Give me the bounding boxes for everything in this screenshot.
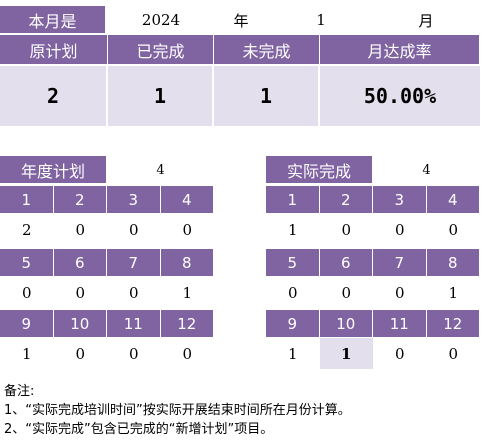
annual-month-value[interactable]: 0 bbox=[75, 220, 86, 239]
annual-month-header: 11 bbox=[107, 310, 161, 338]
actual-month-header: 11 bbox=[373, 310, 427, 338]
actual-month-value[interactable]: 1 bbox=[287, 344, 298, 363]
notes-heading: 备注: bbox=[4, 384, 35, 399]
actual-month-value[interactable]: 0 bbox=[394, 220, 405, 239]
value-completed[interactable]: 1 bbox=[108, 66, 213, 126]
actual-month-header: 8 bbox=[426, 249, 480, 277]
actual-month-value[interactable]: 0 bbox=[341, 283, 352, 302]
annual-month-value[interactable]: 2 bbox=[21, 220, 32, 239]
actual-month-value[interactable]: 1 bbox=[448, 283, 459, 302]
annual-month-value[interactable]: 0 bbox=[21, 283, 32, 302]
actual-month-header: 7 bbox=[373, 249, 427, 277]
actual-month-value[interactable]: 0 bbox=[448, 220, 459, 239]
month-value[interactable]: 1 bbox=[316, 11, 326, 29]
value-incomplete[interactable]: 1 bbox=[214, 66, 319, 126]
actual-month-value[interactable]: 1 bbox=[319, 338, 373, 369]
month-label: 本月是 bbox=[0, 6, 106, 34]
actual-month-header: 9 bbox=[266, 310, 320, 338]
annual-month-header: 6 bbox=[53, 249, 107, 277]
annual-month-header: 7 bbox=[107, 249, 161, 277]
actual-completed-title: 实际完成 bbox=[266, 156, 373, 184]
annual-month-header: 10 bbox=[53, 310, 107, 338]
annual-month-value[interactable]: 0 bbox=[182, 344, 193, 363]
annual-month-value[interactable]: 0 bbox=[75, 344, 86, 363]
header-original-plan: 原计划 bbox=[0, 35, 108, 65]
annual-month-value[interactable]: 0 bbox=[128, 283, 139, 302]
actual-month-value[interactable]: 0 bbox=[448, 344, 459, 363]
actual-month-value[interactable]: 0 bbox=[394, 283, 405, 302]
actual-month-header: 2 bbox=[319, 186, 373, 214]
actual-month-header: 1 bbox=[266, 186, 320, 214]
annual-plan-total[interactable]: 4 bbox=[156, 162, 165, 178]
actual-month-value[interactable]: 0 bbox=[287, 283, 298, 302]
actual-completed-total[interactable]: 4 bbox=[422, 162, 431, 178]
month-unit: 月 bbox=[418, 11, 434, 30]
actual-month-header: 12 bbox=[426, 310, 480, 338]
annual-month-value[interactable]: 0 bbox=[182, 220, 193, 239]
year-unit: 年 bbox=[233, 11, 249, 30]
header-completed: 已完成 bbox=[108, 35, 214, 65]
actual-month-header: 3 bbox=[373, 186, 427, 214]
value-achievement-rate[interactable]: 50.00% bbox=[320, 66, 480, 126]
annual-month-header: 12 bbox=[160, 310, 214, 338]
annual-month-header: 5 bbox=[0, 249, 54, 277]
annual-month-header: 9 bbox=[0, 310, 54, 338]
annual-month-header: 1 bbox=[0, 186, 54, 214]
annual-month-value[interactable]: 0 bbox=[75, 283, 86, 302]
annual-month-value[interactable]: 0 bbox=[128, 220, 139, 239]
note-line-2: 2、“实际完成”包含已完成的“新增计划”项目。 bbox=[4, 422, 274, 437]
year-value[interactable]: 2024 bbox=[141, 11, 181, 29]
annual-month-header: 2 bbox=[53, 186, 107, 214]
annual-month-header: 3 bbox=[107, 186, 161, 214]
note-line-1: 1、“实际完成培训时间”按实际开展结束时间所在月份计算。 bbox=[4, 403, 351, 418]
header-achievement-rate: 月达成率 bbox=[320, 35, 480, 65]
actual-month-header: 4 bbox=[426, 186, 480, 214]
value-original-plan[interactable]: 2 bbox=[0, 66, 107, 126]
actual-month-value[interactable]: 0 bbox=[341, 220, 352, 239]
annual-month-header: 4 bbox=[160, 186, 214, 214]
actual-month-header: 10 bbox=[319, 310, 373, 338]
actual-month-value[interactable]: 0 bbox=[394, 344, 405, 363]
notes: 备注: 1、“实际完成培训时间”按实际开展结束时间所在月份计算。 2、“实际完成… bbox=[4, 382, 351, 439]
annual-month-value[interactable]: 1 bbox=[182, 283, 193, 302]
actual-month-header: 5 bbox=[266, 249, 320, 277]
header-incomplete: 未完成 bbox=[214, 35, 320, 65]
actual-month-header: 6 bbox=[319, 249, 373, 277]
annual-month-value[interactable]: 1 bbox=[21, 344, 32, 363]
annual-month-header: 8 bbox=[160, 249, 214, 277]
annual-plan-title: 年度计划 bbox=[0, 156, 107, 184]
actual-month-value[interactable]: 1 bbox=[287, 220, 298, 239]
annual-month-value[interactable]: 0 bbox=[128, 344, 139, 363]
